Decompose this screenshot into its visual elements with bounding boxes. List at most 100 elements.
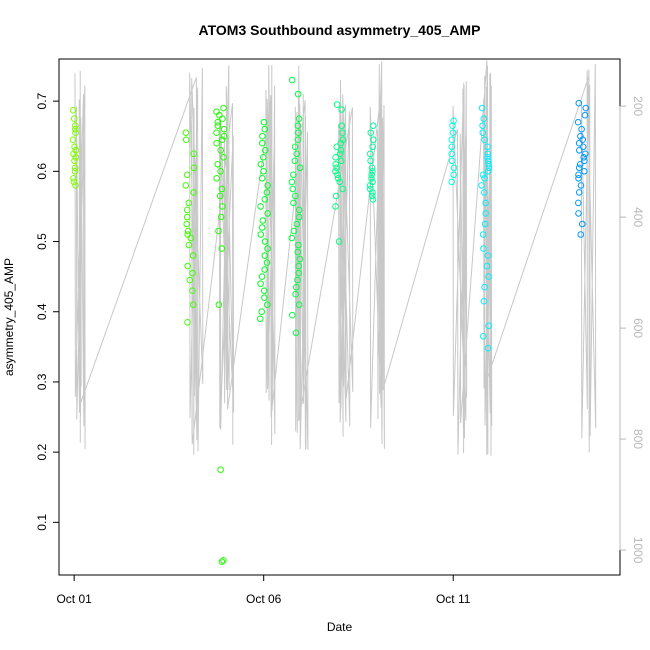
data-point (186, 276, 194, 284)
data-point (213, 175, 220, 182)
data-point (184, 319, 191, 326)
data-point (482, 199, 489, 207)
data-point (332, 192, 340, 200)
data-point (213, 139, 220, 147)
points-layer (69, 76, 590, 566)
data-point (478, 182, 485, 189)
data-point (291, 143, 299, 151)
y2-tick-label: 600 (631, 318, 645, 338)
data-point (218, 136, 226, 143)
data-point (264, 245, 271, 252)
data-point (582, 150, 589, 158)
data-point (182, 182, 190, 189)
data-point (448, 178, 456, 186)
data-point (294, 136, 302, 143)
data-point (485, 161, 492, 168)
data-point (339, 129, 346, 136)
data-point (338, 106, 345, 113)
data-point (582, 104, 590, 112)
data-point (366, 182, 374, 189)
data-point (484, 154, 491, 161)
data-point (218, 185, 226, 193)
data-point (332, 161, 340, 168)
data-point (261, 287, 268, 295)
data-point (217, 213, 225, 221)
data-point (576, 161, 584, 168)
data-point (220, 104, 227, 112)
data-point (183, 213, 191, 221)
data-point (478, 104, 486, 112)
data-point (367, 157, 374, 165)
data-point (292, 192, 299, 200)
data-point (183, 171, 191, 179)
y2-tick-label: 1000 (631, 537, 645, 564)
data-point (366, 150, 374, 158)
data-point (220, 125, 228, 133)
data-point (581, 111, 589, 119)
data-point (577, 182, 585, 189)
data-point (290, 199, 297, 207)
data-point (337, 147, 345, 154)
data-point (294, 248, 302, 256)
data-point (483, 262, 491, 270)
data-point (289, 185, 297, 193)
data-point (183, 206, 191, 214)
data-point (294, 276, 301, 284)
data-point (369, 189, 376, 196)
data-point (367, 129, 375, 136)
data-point (484, 252, 492, 259)
data-point (289, 311, 296, 319)
data-point (296, 164, 304, 172)
data-point (70, 175, 77, 182)
data-point (214, 122, 222, 129)
data-point (577, 231, 585, 238)
data-point (259, 139, 266, 147)
data-point (216, 192, 224, 200)
data-point (448, 143, 456, 151)
data-point (293, 283, 300, 291)
y-tick-label: 0.3 (35, 373, 49, 390)
data-point (185, 241, 193, 249)
data-point (575, 210, 582, 217)
data-point (450, 117, 457, 125)
data-point (332, 154, 339, 161)
data-point (258, 224, 266, 231)
data-point (575, 139, 583, 147)
data-point (257, 231, 265, 238)
data-point (69, 106, 77, 114)
data-point (581, 157, 588, 165)
axes-layer: 0.1 0.2 0.3 0.4 0.5 0.6 0.7 Oct 01 Oct 06 Oct 11 2… (35, 92, 645, 606)
data-point (218, 245, 226, 252)
data-point (480, 333, 487, 340)
data-point (575, 164, 583, 172)
data-point (72, 129, 79, 136)
data-point (261, 266, 269, 273)
y2-tick-label: 200 (631, 96, 645, 116)
data-point (189, 252, 197, 259)
data-point (485, 273, 492, 280)
data-point (295, 206, 303, 214)
data-point (260, 118, 268, 126)
data-point (450, 171, 458, 179)
data-point (187, 234, 195, 242)
data-point (334, 171, 341, 179)
data-point (260, 154, 267, 161)
data-point (448, 157, 456, 165)
data-point (448, 150, 456, 158)
data-point (72, 182, 79, 189)
data-point (575, 175, 582, 182)
data-point (333, 164, 340, 172)
data-point (257, 161, 265, 168)
data-point (481, 283, 488, 291)
data-point (295, 301, 303, 309)
data-point (579, 220, 586, 228)
data-point (189, 287, 196, 295)
data-point (578, 125, 585, 133)
data-point (294, 122, 302, 129)
data-point (259, 217, 267, 224)
data-point (261, 238, 269, 245)
data-point (485, 322, 492, 330)
y2-tick-label: 800 (631, 429, 645, 449)
y2-tick-label: 400 (631, 207, 645, 227)
